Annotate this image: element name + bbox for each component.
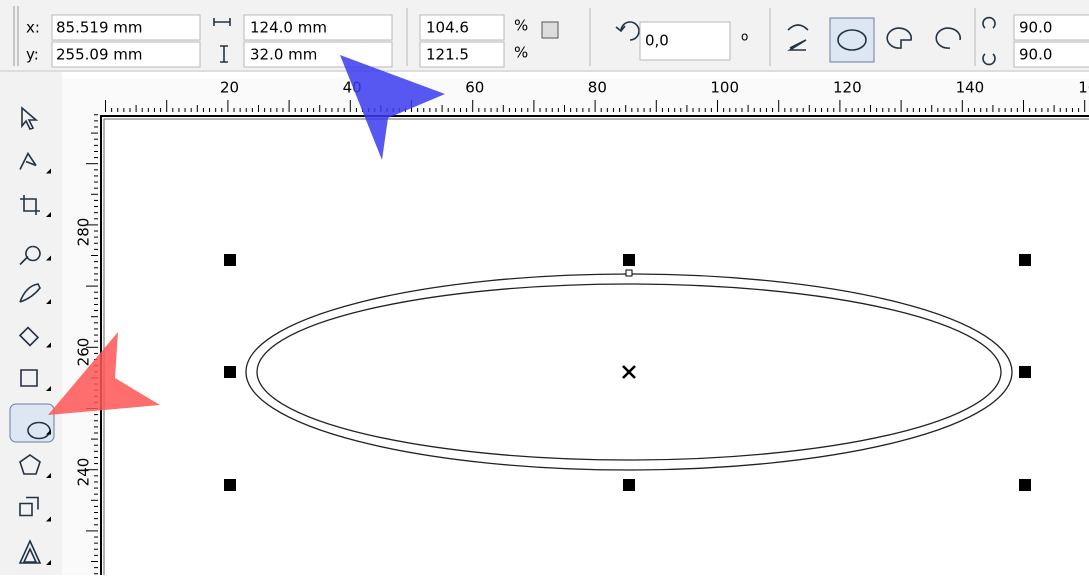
tool-button[interactable] [27,421,51,440]
page-border [100,115,1089,575]
flyout-indicator [46,560,51,565]
tool-icon [19,496,39,517]
flyout-indicator [46,516,51,522]
center-marker [622,365,636,379]
scale-x-unit: % [514,17,528,35]
v-ruler-label: 280 [75,218,93,247]
rotation-icon [615,21,640,41]
tool-icon [19,454,41,475]
ellipse-mode-button[interactable] [829,17,875,63]
degree-symbol: o [741,30,748,44]
h-ruler-label: 80 [588,79,607,97]
ellipse-tool-selected[interactable] [9,403,55,443]
start-angle-field[interactable] [1013,14,1089,41]
scale-y-unit: % [514,44,528,62]
width-icon [213,18,231,26]
tool-icon [19,151,37,170]
tool-button[interactable] [19,283,41,303]
tool-button[interactable] [19,245,41,266]
tool-icon [20,195,40,215]
horizontal-ruler [62,78,1089,114]
end-angle-field[interactable] [1013,41,1089,68]
inner-ellipse[interactable] [256,283,1002,461]
selection-handle[interactable] [1019,254,1031,266]
tool-icon [18,326,40,347]
ellipse-icon [837,29,867,51]
tool-icon [19,283,41,303]
blue-arrow-annotation [340,55,445,160]
flyout-indicator [46,386,51,391]
selection-handle[interactable] [224,254,236,266]
red-arrow-annotation [48,332,160,415]
tool-button[interactable] [18,539,42,564]
rotation-field[interactable] [639,21,731,61]
flyout-indicator [46,212,51,217]
tool-button[interactable] [19,496,39,517]
tool-icon [18,539,42,564]
height-icon [220,45,228,63]
start-angle-value[interactable]: 90.0 [1019,19,1052,37]
x-field[interactable] [51,14,201,41]
flyout-indicator [46,168,51,174]
flyout-indicator [46,429,51,435]
selection-handle[interactable] [1019,479,1031,491]
tool-icon [20,369,38,387]
tool-button[interactable] [19,454,41,475]
vertical-ruler [62,78,100,575]
y-value[interactable]: 255.09 mm [56,46,142,64]
scale-y-value[interactable]: 121.5 [426,46,469,64]
selection-handle[interactable] [1019,366,1031,378]
flyout-indicator [46,473,51,478]
selection-handle[interactable] [224,479,236,491]
arc-mode-button[interactable] [935,27,961,49]
height-value[interactable]: 32.0 mm [250,46,317,64]
h-ruler-label: 20 [220,79,239,97]
tool-icon [21,106,39,130]
mirror-buttons[interactable] [787,24,809,51]
x-value[interactable]: 85.519 mm [56,19,142,37]
tool-button[interactable] [19,151,37,170]
h-ruler-label: 16 [1078,79,1089,97]
pie-mode-button[interactable] [886,27,912,49]
tool-button[interactable] [20,369,38,387]
v-ruler-label: 260 [75,338,93,367]
width-value[interactable]: 124.0 mm [250,19,327,37]
tool-icon [27,421,51,440]
selection-handle[interactable] [623,479,635,491]
end-angle-value[interactable]: 90.0 [1019,46,1052,64]
flyout-indicator [46,299,51,304]
height-field[interactable] [243,41,393,68]
lock-ratio-button[interactable] [541,21,559,39]
selection-handle[interactable] [623,254,635,266]
y-field[interactable] [51,41,201,68]
h-ruler-label: 140 [956,79,985,97]
scale-y-field[interactable] [419,41,505,68]
tool-button[interactable] [18,326,40,347]
page-shadow [103,118,1089,575]
v-ruler-label: 240 [75,458,93,487]
tool-button[interactable] [20,195,40,215]
h-ruler-label: 120 [833,79,862,97]
h-ruler-label: 100 [710,79,739,97]
ellipse-node[interactable] [625,269,633,277]
y-label: y: [26,46,39,64]
x-label: x: [26,19,40,37]
tool-button[interactable] [21,106,39,130]
flyout-indicator [46,255,51,261]
selection-handle[interactable] [224,366,236,378]
angle-icons [982,16,996,66]
toolbox [0,72,62,575]
scale-x-field[interactable] [419,14,505,41]
flyout-indicator [46,342,51,348]
scale-x-value[interactable]: 104.6 [426,19,469,37]
tool-icon [19,245,41,266]
h-ruler-label: 60 [465,79,484,97]
width-field[interactable] [243,14,393,41]
rotation-value[interactable]: 0,0 [645,32,669,50]
